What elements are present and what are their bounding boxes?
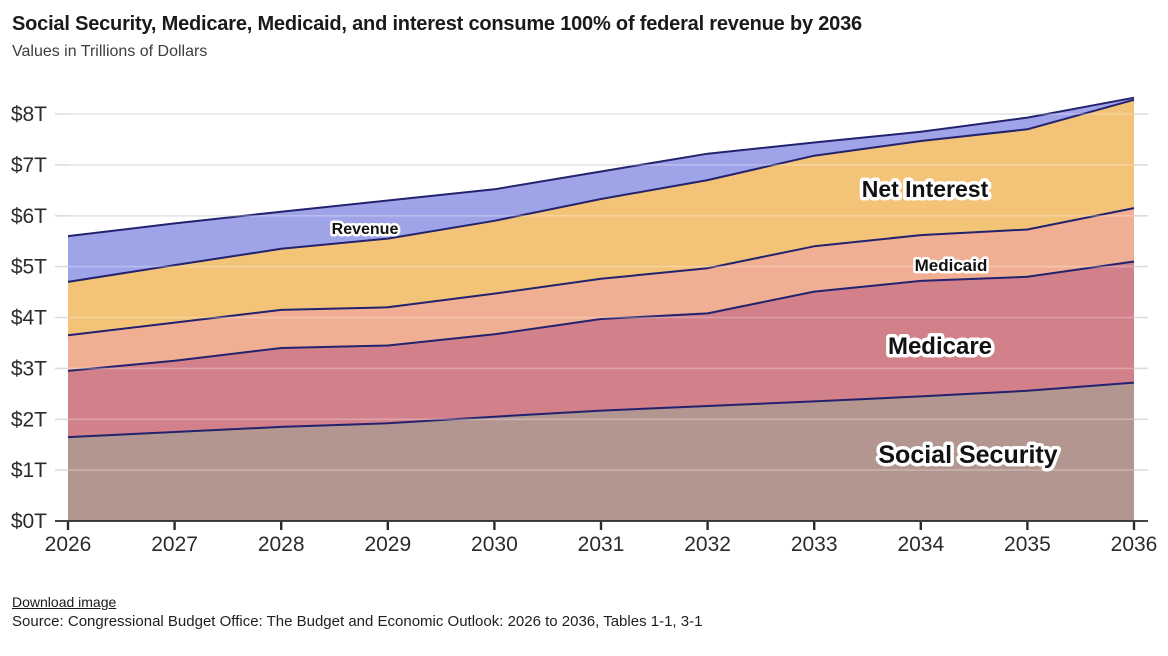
x-tick-label: 2030 bbox=[471, 533, 518, 556]
y-tick-label: $2T bbox=[11, 408, 47, 431]
social-security-area-label: Social Security bbox=[878, 441, 1057, 469]
y-tick-label: $8T bbox=[11, 103, 47, 126]
revenue-line bbox=[67, 96, 1135, 238]
x-tick-label: 2032 bbox=[684, 533, 731, 556]
chart-units-subtitle: Values in Trillions of Dollars bbox=[12, 43, 208, 60]
x-tick-label: 2027 bbox=[151, 533, 198, 556]
page-title: Social Security, Medicare, Medicaid, and… bbox=[12, 13, 862, 35]
medicaid-area-label: Medicaid bbox=[915, 256, 988, 275]
net-interest-area-label: Net Interest bbox=[862, 176, 989, 202]
download-image-link[interactable]: Download image bbox=[12, 594, 117, 610]
x-axis-labels: 2026 2027 2028 2029 2030 2031 2032 2033 2034 2035… bbox=[45, 533, 1158, 556]
stack-boundary-line bbox=[67, 260, 1135, 372]
x-tick-label: 2034 bbox=[897, 533, 944, 556]
area-bands bbox=[68, 97, 1134, 521]
area-medicare bbox=[68, 261, 1134, 438]
stack-boundary-line bbox=[67, 381, 1135, 439]
medicare-area-label: Medicare bbox=[888, 333, 992, 360]
y-tick-label: $0T bbox=[11, 510, 47, 533]
boundary-lines bbox=[67, 96, 1135, 439]
stack-boundary-line bbox=[67, 207, 1135, 337]
area-revenue bbox=[68, 97, 1134, 282]
x-tick-label: 2029 bbox=[364, 533, 411, 556]
x-axis bbox=[55, 520, 1148, 530]
x-tick-label: 2033 bbox=[791, 533, 838, 556]
y-tick-label: $5T bbox=[11, 256, 47, 279]
area-medicaid bbox=[68, 208, 1134, 371]
revenue-area-label: Revenue bbox=[332, 221, 399, 238]
y-tick-label: $3T bbox=[11, 357, 47, 380]
x-tick-label: 2028 bbox=[258, 533, 305, 556]
source-note: Source: Congressional Budget Office: The… bbox=[12, 613, 703, 630]
y-axis-labels: $0T $1T $2T $3T $4T $5T $6T $7T $8T bbox=[11, 103, 47, 533]
y-tick-label: $1T bbox=[11, 459, 47, 482]
x-tick-label: 2026 bbox=[45, 533, 92, 556]
y-tick-label: $6T bbox=[11, 205, 47, 228]
area-net-interest bbox=[68, 99, 1134, 336]
gridline-overlay bbox=[68, 113, 1134, 471]
y-tick-label: $7T bbox=[11, 154, 47, 177]
y-tick-label: $4T bbox=[11, 307, 47, 330]
area-social-security bbox=[68, 382, 1134, 521]
x-tick-label: 2036 bbox=[1111, 533, 1158, 556]
x-tick-label: 2035 bbox=[1004, 533, 1051, 556]
stack-boundary-line bbox=[67, 98, 1135, 283]
x-tick-label: 2031 bbox=[578, 533, 625, 556]
